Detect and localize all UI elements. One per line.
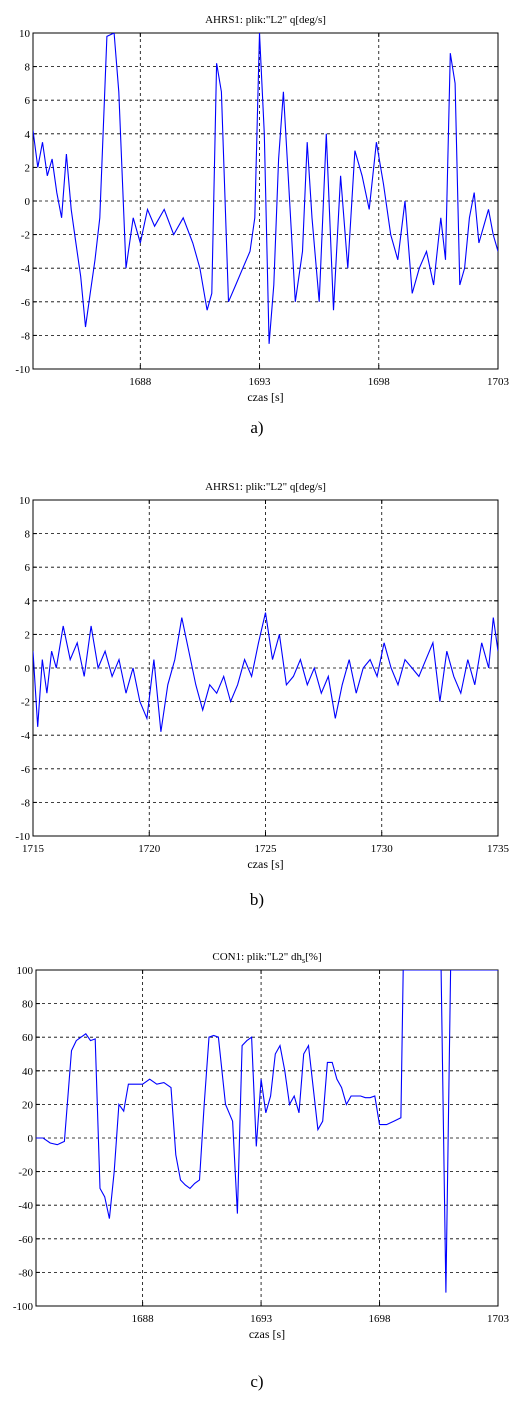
y-tick-label: 8 — [25, 62, 31, 74]
chart-title-suffix: [%] — [305, 951, 322, 963]
chart-panel-b: AHRS1: plik:"L2" q[deg/s] -10 -8 -6 -4 -2 0 2 4 6… — [0, 468, 514, 909]
y-tick-label: 40 — [22, 1066, 34, 1078]
caption-c: c) — [250, 1372, 264, 1391]
chart-title-subscript: s — [302, 956, 305, 965]
y-tick-label: -80 — [18, 1267, 33, 1279]
y-tick-label: 60 — [22, 1032, 34, 1044]
y-tick-label: -6 — [21, 764, 31, 776]
x-axis-label: czas [s] — [247, 857, 283, 871]
y-tick-label: 4 — [25, 129, 31, 141]
caption-a: a) — [250, 418, 264, 437]
y-tick-label: -40 — [18, 1200, 33, 1212]
y-tick-label: 0 — [25, 663, 31, 675]
x-axis-label: czas [s] — [247, 390, 283, 404]
y-tick-label: 2 — [25, 162, 31, 174]
y-tick-label: 10 — [19, 495, 31, 507]
series-line — [36, 970, 498, 1293]
y-tick-label: 2 — [25, 629, 31, 641]
x-tick-label: 1703 — [487, 1313, 510, 1325]
y-tick-label: 10 — [19, 28, 31, 40]
x-tick-label: 1730 — [371, 843, 394, 855]
x-tick-label: 1698 — [368, 376, 391, 388]
y-tick-label: -2 — [21, 697, 30, 709]
y-tick-label: 4 — [25, 596, 31, 608]
caption-b: b) — [249, 890, 265, 909]
y-tick-label: 0 — [25, 196, 31, 208]
y-tick-label: -6 — [21, 297, 31, 309]
x-tick-label: 1720 — [138, 843, 161, 855]
y-tick-label: 0 — [28, 1133, 34, 1145]
y-tick-label: -60 — [18, 1234, 33, 1246]
chart-c: CON1: plik:"L2" dhs[%] -100 -80 -60 -40 -20 0 2… — [13, 951, 510, 1341]
chart-panel-c: CON1: plik:"L2" dhs[%] -100 -80 -60 -40 -20 0 2… — [0, 938, 514, 1391]
x-tick-label: 1688 — [132, 1313, 155, 1325]
y-tick-label: 80 — [22, 999, 34, 1011]
y-tick-label: -100 — [13, 1301, 34, 1313]
y-tick-label: 8 — [25, 529, 31, 541]
x-tick-label: 1698 — [369, 1313, 392, 1325]
y-tick-label: -4 — [21, 730, 31, 742]
x-tick-label: 1693 — [249, 376, 272, 388]
y-tick-label: -10 — [15, 364, 30, 376]
chart-title: CON1: plik:"L2" dhs[%] — [212, 951, 321, 965]
x-tick-label: 1725 — [255, 843, 278, 855]
y-tick-label: -4 — [21, 263, 31, 275]
y-tick-label: 20 — [22, 1099, 34, 1111]
y-tick-label: 100 — [17, 965, 34, 977]
x-tick-label: 1703 — [487, 376, 510, 388]
y-tick-label: -20 — [18, 1167, 33, 1179]
y-tick-label: -2 — [21, 230, 30, 242]
x-tick-label: 1693 — [250, 1313, 273, 1325]
series-line — [33, 612, 498, 732]
y-tick-label: -8 — [21, 330, 31, 342]
series-line — [33, 33, 498, 344]
y-tick-label: -8 — [21, 797, 31, 809]
x-axis-label: czas [s] — [249, 1327, 285, 1341]
chart-b: AHRS1: plik:"L2" q[deg/s] -10 -8 -6 -4 -2 0 2 4 6… — [15, 481, 510, 871]
chart-title: AHRS1: plik:"L2" q[deg/s] — [205, 481, 326, 493]
x-tick-label: 1735 — [487, 843, 510, 855]
y-tick-label: -10 — [15, 831, 30, 843]
x-tick-label: 1715 — [22, 843, 45, 855]
x-tick-label: 1688 — [129, 376, 152, 388]
chart-panel-a: AHRS1: plik:"L2" q[deg/s] -10 -8 -6 -4 -2 0 2 4 6… — [0, 0, 514, 437]
y-tick-label: 6 — [25, 95, 31, 107]
chart-title: AHRS1: plik:"L2" q[deg/s] — [205, 14, 326, 26]
y-tick-label: 6 — [25, 562, 31, 574]
chart-a: AHRS1: plik:"L2" q[deg/s] -10 -8 -6 -4 -2 0 2 4 6… — [15, 14, 510, 404]
